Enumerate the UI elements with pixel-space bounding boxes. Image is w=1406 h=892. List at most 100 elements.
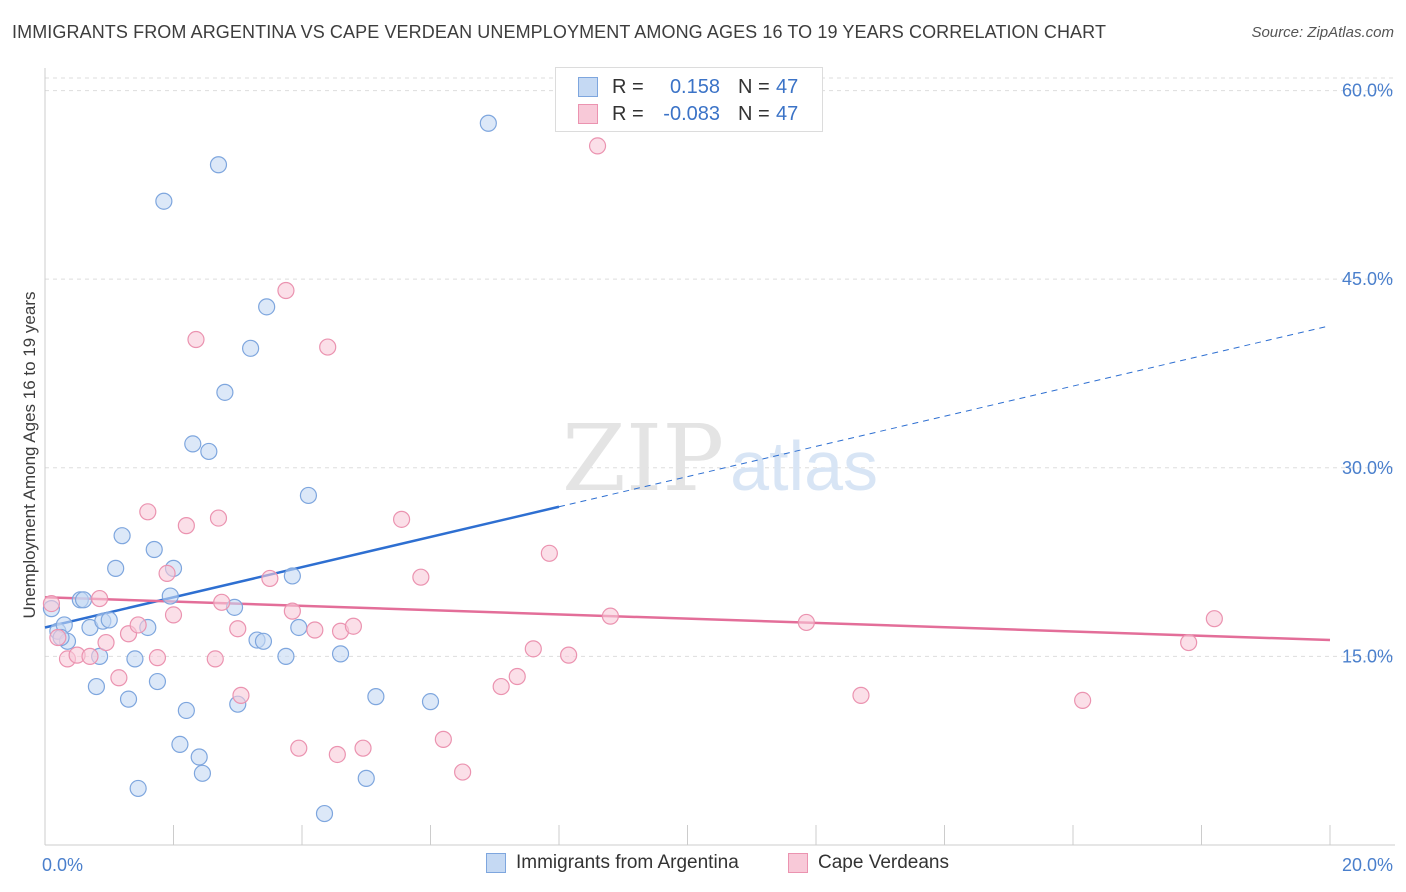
legend-swatch-blue — [578, 77, 598, 97]
bottom-legend-label: Immigrants from Argentina — [516, 852, 739, 873]
point-cape-verdean — [49, 628, 67, 647]
tick-labels: 15.0% 30.0% 45.0% 60.0% 0.0% 20.0% — [42, 81, 1393, 875]
point-cape-verdean — [283, 602, 301, 620]
point-argentina — [479, 114, 497, 132]
point-argentina — [242, 339, 260, 357]
point-cape-verdean — [277, 281, 295, 300]
legend-r-value: 0.158 — [669, 75, 720, 98]
point-argentina — [87, 677, 106, 696]
source-credit: Source: ZipAtlas.com — [1251, 24, 1394, 41]
bottom-legend-label: Cape Verdeans — [818, 852, 949, 873]
y-tick-label: 60.0% — [1342, 81, 1393, 101]
point-cape-verdean — [601, 607, 620, 625]
chart-title: IMMIGRANTS FROM ARGENTINA VS CAPE VERDEA… — [12, 22, 1107, 42]
point-cape-verdean — [328, 745, 346, 764]
point-cape-verdean — [290, 739, 308, 757]
point-cape-verdean — [492, 677, 510, 696]
point-cape-verdean — [139, 503, 157, 521]
point-argentina — [155, 192, 173, 210]
correlation-legend: R = 0.158 N = 47 R = -0.083 N = 47 — [555, 67, 823, 132]
point-argentina — [331, 645, 350, 663]
legend-n-label: N = — [738, 102, 770, 125]
point-cape-verdean — [1074, 691, 1092, 710]
y-tick-label: 30.0% — [1342, 458, 1393, 478]
point-argentina — [113, 527, 131, 545]
point-cape-verdean — [129, 616, 147, 634]
point-cape-verdean — [454, 763, 472, 781]
legend-n-value: 47 — [776, 102, 799, 125]
point-argentina — [184, 435, 202, 453]
point-argentina — [193, 764, 212, 782]
point-argentina — [126, 650, 144, 668]
point-argentina — [421, 693, 440, 711]
watermark: ZIPatlas — [562, 405, 878, 512]
legend-row-argentina: R = 0.158 N = 47 — [578, 75, 798, 99]
point-cape-verdean — [588, 137, 607, 155]
legend-swatch-pink — [578, 104, 598, 124]
y-tick-label: 15.0% — [1342, 646, 1393, 666]
point-argentina — [100, 611, 118, 629]
point-argentina — [277, 647, 295, 665]
point-cape-verdean — [560, 646, 578, 664]
point-argentina — [177, 701, 195, 720]
point-argentina — [74, 591, 93, 609]
watermark-zip: ZIP — [562, 405, 724, 512]
point-cape-verdean — [91, 589, 109, 608]
point-argentina — [209, 156, 228, 174]
legend-n-label: N = — [738, 75, 770, 98]
bottom-legend-cape-verdeans: Cape Verdeans — [788, 852, 949, 874]
point-cape-verdean — [42, 594, 61, 613]
y-tick-label: 45.0% — [1342, 269, 1393, 289]
point-argentina — [254, 632, 273, 650]
legend-row-cape-verdeans: R = -0.083 N = 47 — [578, 102, 798, 126]
point-cape-verdean — [209, 509, 228, 527]
point-cape-verdean — [97, 633, 115, 652]
legend-r-label: R = — [612, 75, 644, 98]
data-points — [42, 114, 1223, 823]
point-argentina — [357, 769, 375, 787]
point-argentina — [107, 559, 125, 577]
x-tick-label: 0.0% — [42, 855, 83, 875]
trend-line-argentina — [44, 505, 560, 629]
point-cape-verdean — [206, 650, 224, 668]
point-cape-verdean — [81, 647, 99, 665]
point-cape-verdean — [177, 517, 195, 535]
legend-r-label: R = — [612, 102, 644, 125]
x-tick-label: 20.0% — [1342, 855, 1393, 875]
axes — [44, 68, 1395, 846]
point-cape-verdean — [164, 606, 183, 624]
bottom-legend-argentina: Immigrants from Argentina — [486, 852, 739, 874]
trend-line-cape-verdean — [44, 596, 1331, 642]
point-cape-verdean — [434, 730, 452, 748]
point-cape-verdean — [110, 669, 128, 687]
point-argentina — [216, 383, 234, 401]
point-cape-verdean — [344, 617, 362, 635]
point-cape-verdean — [232, 686, 250, 704]
point-cape-verdean — [797, 613, 815, 632]
point-argentina — [119, 690, 138, 708]
point-cape-verdean — [1205, 610, 1223, 628]
point-argentina — [129, 779, 147, 798]
bottom-legend-swatch-blue — [486, 853, 506, 873]
point-cape-verdean — [158, 564, 176, 583]
point-cape-verdean — [306, 621, 324, 639]
legend-n-value: 47 — [776, 75, 799, 98]
trend-lines — [44, 325, 1331, 642]
point-cape-verdean — [213, 593, 231, 611]
point-cape-verdean — [187, 330, 205, 349]
point-cape-verdean — [852, 686, 870, 704]
point-argentina — [200, 442, 218, 461]
point-cape-verdean — [319, 338, 337, 356]
point-cape-verdean — [229, 620, 247, 638]
point-argentina — [290, 618, 308, 637]
watermark-atlas: atlas — [730, 427, 878, 505]
grid-lines — [45, 77, 1395, 657]
point-argentina — [315, 804, 334, 823]
point-argentina — [161, 587, 179, 605]
point-argentina — [367, 688, 385, 706]
point-argentina — [171, 735, 189, 754]
point-argentina — [190, 748, 208, 766]
point-cape-verdean — [540, 544, 558, 562]
point-cape-verdean — [354, 739, 372, 757]
point-cape-verdean — [1180, 633, 1198, 652]
